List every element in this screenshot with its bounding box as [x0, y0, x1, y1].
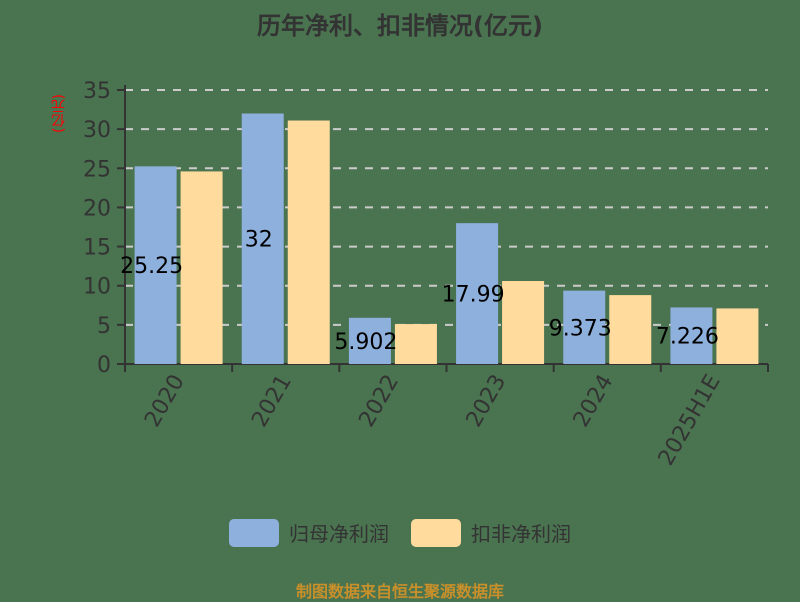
y-tick-label: 0	[97, 353, 111, 378]
bar-deducted-net-profit	[394, 324, 437, 364]
bar-parent-net-profit	[241, 113, 284, 364]
x-tick-label: 2025H1E	[654, 371, 726, 470]
data-label: 7.226	[656, 325, 719, 350]
data-label: 25.25	[120, 254, 183, 279]
data-label: 9.373	[549, 316, 612, 341]
bar-parent-net-profit	[563, 290, 606, 364]
legend: 归母净利润 扣非净利润	[0, 518, 800, 547]
y-tick-label: 15	[83, 236, 111, 261]
legend-item-parent-net-profit[interactable]: 归母净利润	[229, 518, 389, 547]
bar-deducted-net-profit	[716, 308, 759, 364]
y-tick-label: 25	[83, 157, 111, 182]
y-tick-label: 20	[83, 196, 111, 221]
y-tick-label: 5	[97, 314, 111, 339]
x-tick-label: 2023	[462, 371, 512, 432]
legend-item-deducted-net-profit[interactable]: 扣非净利润	[411, 518, 571, 547]
y-tick-label: 10	[83, 275, 111, 300]
legend-label: 归母净利润	[289, 522, 389, 546]
y-tick-label: 35	[83, 79, 111, 104]
x-tick-label: 2021	[247, 371, 297, 432]
legend-swatch-blue	[229, 518, 279, 547]
data-label: 17.99	[442, 283, 505, 308]
x-tick-label: 2020	[140, 371, 190, 432]
x-tick-label: 2022	[354, 371, 404, 432]
bar-parent-net-profit	[670, 307, 713, 364]
y-tick-label: 30	[83, 118, 111, 143]
bar-deducted-net-profit	[287, 120, 330, 364]
bar-deducted-net-profit	[609, 295, 652, 364]
data-label: 5.902	[334, 330, 397, 355]
bar-parent-net-profit	[348, 317, 391, 364]
legend-label: 扣非净利润	[471, 522, 571, 546]
legend-swatch-orange	[411, 518, 461, 547]
data-label: 32	[245, 228, 273, 253]
bar-parent-net-profit	[134, 166, 177, 364]
x-tick-label: 2024	[569, 371, 619, 432]
bar-deducted-net-profit	[180, 171, 223, 364]
bar-deducted-net-profit	[502, 281, 545, 364]
chart-title: 历年净利、扣非情况(亿元)	[257, 12, 543, 40]
source-footer: 制图数据来自恒生聚源数据库	[295, 582, 504, 601]
bar-parent-net-profit	[456, 223, 499, 364]
